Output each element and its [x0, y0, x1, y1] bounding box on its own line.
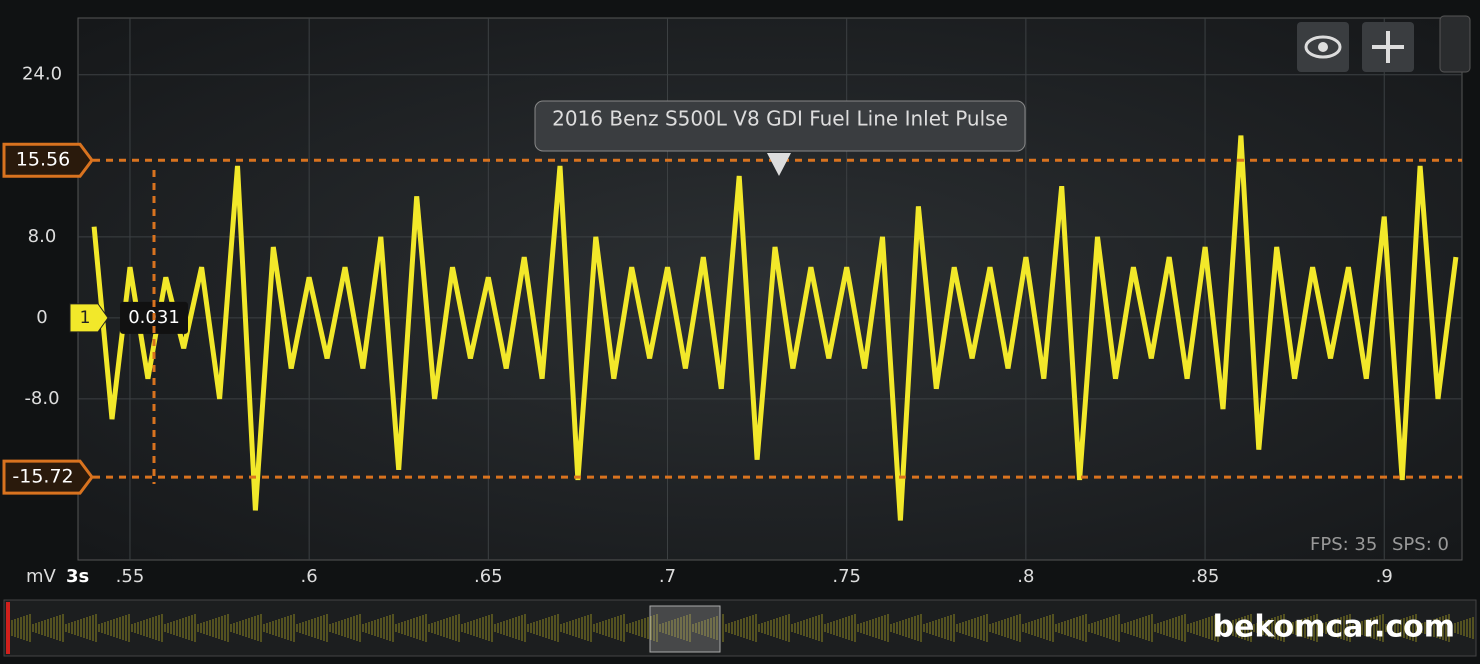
trace-layer — [91, 135, 1459, 521]
channel-label: 1 — [80, 308, 91, 328]
x-tick-label: .85 — [1191, 566, 1220, 587]
sps: SPS: 0 — [1392, 534, 1449, 555]
x-tick-label: .75 — [832, 566, 861, 587]
y-tick-label: -8.0 — [24, 388, 59, 409]
cursor-tag — [2, 459, 94, 495]
eye-pupil — [1318, 42, 1328, 52]
y-unit: mV — [26, 566, 57, 587]
waveform — [91, 135, 1459, 521]
x-tick-label: .65 — [474, 566, 503, 587]
cursor-tag — [2, 142, 94, 178]
watermark: bekomcar.com — [1213, 610, 1455, 645]
x-tick-label: .7 — [659, 566, 676, 587]
x-tick-label: .9 — [1376, 566, 1393, 587]
y-tick-label: 8.0 — [28, 226, 57, 247]
eye-icon — [1304, 35, 1342, 59]
cursor-label: -15.72 — [12, 466, 73, 488]
title-bubble: 2016 Benz S500L V8 GDI Fuel Line Inlet P… — [534, 100, 1026, 176]
time-base: 3s — [66, 566, 89, 587]
chart-title: 2016 Benz S500L V8 GDI Fuel Line Inlet P… — [552, 107, 1008, 131]
channel-marker — [69, 303, 109, 333]
y-tick-label: 24.0 — [22, 64, 62, 85]
x-tick-label: .6 — [301, 566, 318, 587]
overview-trace — [11, 614, 1474, 642]
overview-start — [6, 602, 10, 654]
y-tick-label: 0 — [36, 307, 47, 328]
overview-window[interactable] — [649, 605, 721, 653]
plus-icon — [1372, 31, 1404, 63]
bubble-box — [534, 100, 1026, 152]
cursor-label: 15.56 — [16, 149, 70, 171]
x-tick-label: .8 — [1017, 566, 1034, 587]
bubble-pointer — [767, 153, 791, 176]
x-tick-label: .55 — [116, 566, 145, 587]
side-handle[interactable] — [1439, 15, 1471, 73]
fps: FPS: 35 — [1310, 534, 1377, 555]
